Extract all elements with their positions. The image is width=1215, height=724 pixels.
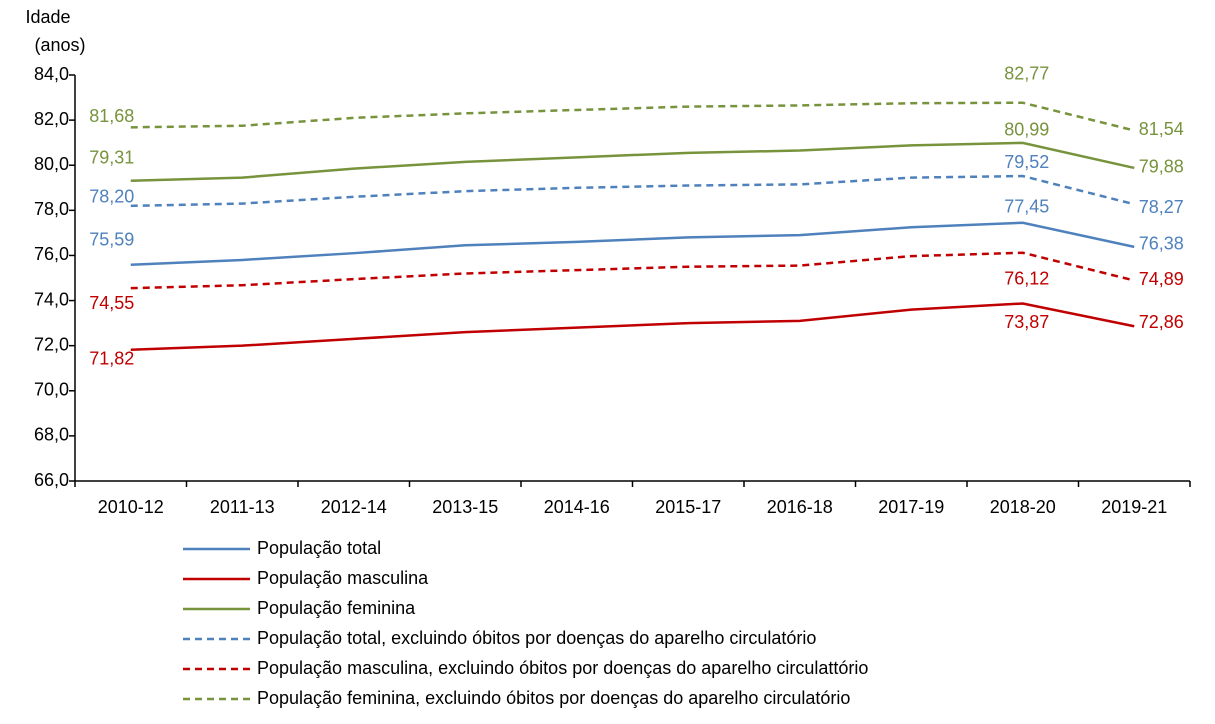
y-axis-label: Idade (25, 7, 70, 27)
y-tick-label: 82,0 (34, 109, 69, 129)
data-label: 76,12 (1004, 268, 1049, 288)
data-label: 78,27 (1139, 197, 1184, 217)
y-tick-label: 80,0 (34, 154, 69, 174)
x-tick-label: 2018-20 (990, 497, 1056, 517)
data-line (130, 221, 1135, 266)
data-label: 74,89 (1139, 269, 1184, 289)
data-label: 73,87 (1004, 312, 1049, 332)
data-label: 79,88 (1139, 157, 1184, 177)
legend-label: População feminina (257, 598, 416, 618)
y-axis-label: (anos) (34, 35, 85, 55)
data-line (130, 174, 1135, 208)
x-tick-label: 2015-17 (655, 497, 721, 517)
data-label: 76,38 (1139, 234, 1184, 254)
legend-label: População feminina, excluindo óbitos por… (257, 688, 850, 708)
data-label: 78,20 (89, 187, 134, 207)
x-tick-label: 2016-18 (767, 497, 833, 517)
data-label: 74,55 (89, 293, 134, 313)
y-tick-label: 68,0 (34, 425, 69, 445)
y-tick-label: 72,0 (34, 334, 69, 354)
data-label: 82,77 (1004, 63, 1049, 83)
legend-label: População total, excluindo óbitos por do… (257, 628, 816, 648)
data-label: 80,99 (1004, 120, 1049, 140)
y-tick-label: 78,0 (34, 199, 69, 219)
data-line (130, 141, 1135, 183)
data-label: 81,54 (1139, 119, 1184, 139)
x-tick-label: 2013-15 (432, 497, 498, 517)
x-tick-label: 2011-13 (210, 497, 275, 517)
x-tick-label: 2019-21 (1101, 497, 1167, 517)
data-label: 79,31 (89, 148, 134, 168)
data-line (130, 302, 1135, 351)
legend-label: População masculina, excluindo óbitos po… (257, 658, 868, 678)
y-tick-label: 76,0 (34, 244, 69, 264)
data-label: 81,68 (89, 106, 134, 126)
x-tick-label: 2012-14 (321, 497, 387, 517)
data-label: 71,82 (89, 348, 134, 368)
y-tick-label: 74,0 (34, 289, 69, 309)
legend-label: População masculina (257, 568, 429, 588)
data-line (130, 101, 1135, 132)
x-tick-label: 2010-12 (98, 497, 164, 517)
data-label: 75,59 (89, 229, 134, 249)
y-tick-label: 66,0 (34, 470, 69, 490)
data-label: 79,52 (1004, 152, 1049, 172)
x-tick-label: 2017-19 (878, 497, 944, 517)
data-label: 72,86 (1139, 312, 1184, 332)
x-tick-label: 2014-16 (544, 497, 610, 517)
legend-label: População total (257, 538, 381, 558)
y-tick-label: 70,0 (34, 380, 69, 400)
y-tick-label: 84,0 (34, 64, 69, 84)
data-label: 77,45 (1004, 196, 1049, 216)
